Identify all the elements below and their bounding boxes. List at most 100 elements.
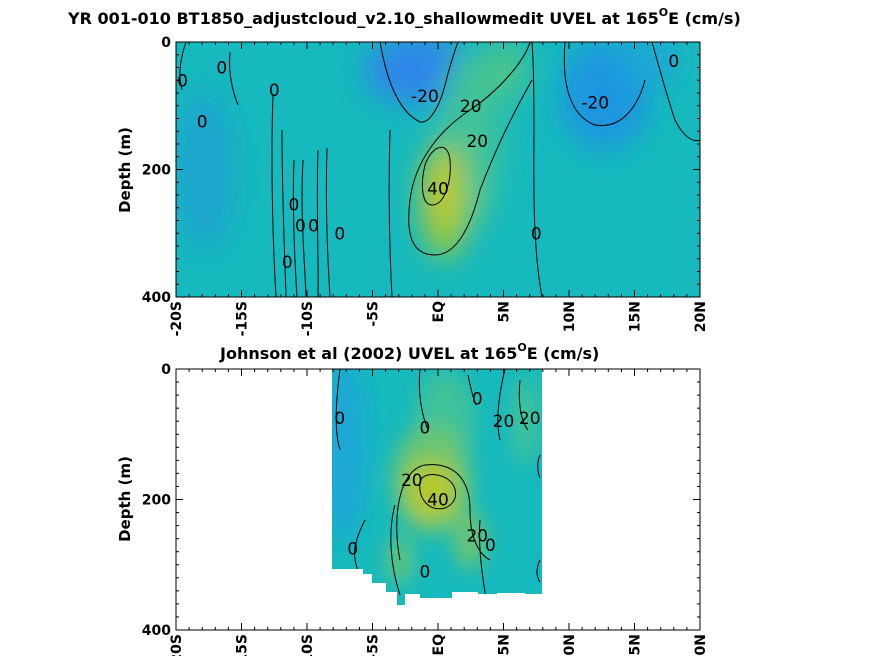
chart-1-contour-zero-w9 bbox=[388, 129, 393, 297]
chart-2-x-tick-label: 20N bbox=[693, 634, 709, 656]
chart-2: Johnson et al (2002) UVEL at 165OE (cm/s… bbox=[116, 341, 709, 656]
chart-2-x-tick-label: 5N bbox=[497, 634, 513, 655]
chart-2-y-tick-label: 400 bbox=[142, 623, 171, 639]
chart-2-contour-label: 0 bbox=[347, 539, 358, 559]
chart-1-blob-upper-limb bbox=[483, 42, 527, 100]
chart-1-contour-label: 20 bbox=[466, 132, 488, 152]
chart-2-x-axis: -20S -15S -10S -5S EQ 5N 10N 15N 20N bbox=[169, 369, 709, 656]
chart-1-heatmap bbox=[176, 42, 700, 297]
chart-1-contour-minus20-nec bbox=[563, 42, 646, 126]
chart-1-contour-label: 0 bbox=[334, 224, 345, 244]
chart-1-contour-zero-east bbox=[531, 42, 543, 297]
chart-1-title: YR 001-010 BT1850_adjustcloud_v2.10_shal… bbox=[67, 6, 741, 28]
chart-2-x-tick-label: -15S bbox=[235, 634, 251, 656]
chart-1: YR 001-010 BT1850_adjustcloud_v2.10_shal… bbox=[67, 6, 741, 336]
chart-2-y-axis-label: Depth (m) bbox=[116, 456, 134, 542]
chart-1-contour-20 bbox=[408, 42, 533, 256]
chart-1-contour-zero-w5 bbox=[292, 159, 298, 297]
chart-2-heatmap bbox=[332, 369, 542, 605]
chart-2-contour-zero-top bbox=[467, 374, 477, 406]
chart-1-x-tick-label: EQ bbox=[431, 301, 447, 323]
chart-1-x-tick-label: 15N bbox=[628, 301, 644, 332]
chart-1-x-tick-label: -15S bbox=[235, 301, 251, 336]
chart-1-contour-label: -20 bbox=[411, 87, 439, 107]
chart-1-x-tick-label: 20N bbox=[693, 301, 709, 332]
chart-1-contour-label: -20 bbox=[581, 94, 609, 114]
chart-2-contour-20-east bbox=[518, 379, 529, 431]
chart-1-contour-label: 0 bbox=[295, 217, 306, 237]
chart-1-contour-label: 0 bbox=[288, 196, 299, 216]
chart-2-contour-label: 0 bbox=[419, 419, 430, 439]
chart-1-y-tick-label: 400 bbox=[142, 290, 171, 306]
chart-2-contour-zero-edge2 bbox=[536, 559, 541, 583]
chart-1-contour-zero-w8 bbox=[325, 147, 331, 297]
chart-2-contour-label: 0 bbox=[485, 536, 496, 556]
chart-1-x-axis: -20S -15S -10S -5S EQ 5N 10N 15N 20N bbox=[169, 42, 709, 336]
chart-2-contour-zero-mid bbox=[418, 369, 429, 431]
chart-2-contour-label: 0 bbox=[472, 389, 483, 409]
chart-1-contour-40 bbox=[421, 147, 451, 206]
chart-2-x-tick-label: 15N bbox=[628, 634, 644, 656]
chart-1-x-tick-label: 5N bbox=[497, 301, 513, 322]
chart-1-x-tick-label: -5S bbox=[366, 301, 382, 327]
chart-2-blob-west bbox=[332, 369, 367, 540]
chart-2-contour-zero-edge bbox=[537, 454, 541, 479]
chart-1-contour-zero-w2 bbox=[229, 51, 239, 106]
chart-1-contour-zero-ne bbox=[651, 42, 700, 142]
chart-1-x-tick-label: -20S bbox=[169, 301, 185, 336]
chart-1-contour-zero-w1 bbox=[179, 42, 187, 91]
chart-1-x-tick-label: -10S bbox=[300, 301, 316, 336]
chart-1-contour-label: 20 bbox=[460, 97, 482, 117]
chart-2-contour-zero-west bbox=[335, 369, 341, 451]
chart-1-contour-label: 40 bbox=[427, 180, 449, 200]
chart-2-contour-label: 40 bbox=[427, 491, 449, 511]
chart-1-contour-label: 0 bbox=[177, 71, 188, 91]
chart-1-y-axis-label: Depth (m) bbox=[116, 127, 134, 213]
chart-1-contour-label: 0 bbox=[668, 52, 679, 72]
chart-1-contour-zero-w7 bbox=[316, 149, 319, 297]
chart-1-contour-zero-w6 bbox=[301, 159, 307, 297]
chart-2-blob-lower-east bbox=[454, 510, 486, 570]
chart-1-y-tick-label: 200 bbox=[142, 163, 171, 179]
chart-2-contour-zero-lower bbox=[390, 504, 401, 596]
chart-2-x-tick-label: -5S bbox=[366, 634, 382, 656]
chart-1-contour-label: 0 bbox=[531, 224, 542, 244]
chart-1-blob-euc-core bbox=[426, 156, 450, 224]
chart-2-contour-20-main bbox=[396, 464, 491, 561]
chart-1-contour-label: 0 bbox=[216, 59, 227, 79]
chart-1-blob-sw bbox=[176, 90, 235, 250]
chart-2-y-tick-label: 0 bbox=[161, 362, 171, 378]
chart-1-contour-label: 0 bbox=[269, 81, 280, 101]
chart-1-contours bbox=[179, 42, 700, 297]
chart-1-blob-ne bbox=[620, 42, 680, 85]
chart-2-contour-40 bbox=[419, 474, 457, 510]
chart-2-contour-label: 20 bbox=[519, 409, 541, 429]
chart-2-x-tick-label: -10S bbox=[300, 634, 316, 656]
chart-1-contour-zero-w3 bbox=[271, 94, 277, 297]
chart-2-contour-label: 20 bbox=[401, 471, 423, 491]
chart-1-contour-minus20-sec bbox=[379, 42, 459, 123]
chart-1-x-tick-label: 10N bbox=[562, 301, 578, 332]
chart-2-x-tick-label: -20S bbox=[169, 634, 185, 656]
chart-2-contour-label: 20 bbox=[466, 526, 488, 546]
chart-1-y-tick-label: 0 bbox=[161, 35, 171, 51]
chart-2-x-tick-label: EQ bbox=[431, 634, 447, 656]
chart-1-contour-label: 0 bbox=[282, 253, 293, 273]
chart-1-contour-zero-w4 bbox=[281, 129, 287, 297]
chart-2-y-tick-label: 200 bbox=[142, 493, 171, 509]
chart-2-contour-zero-lower-east bbox=[478, 519, 487, 599]
chart-2-blob-euc-core bbox=[406, 460, 458, 520]
chart-1-contour-label: 0 bbox=[197, 113, 208, 133]
chart-2-title: Johnson et al (2002) UVEL at 165OE (cm/s… bbox=[219, 341, 599, 363]
chart-2-blob-east bbox=[511, 375, 539, 465]
chart-2-contour-label: 0 bbox=[334, 409, 345, 429]
chart-2-contour-label: 20 bbox=[493, 412, 515, 432]
chart-1-contour-label: 0 bbox=[308, 217, 319, 237]
chart-2-contour-label: 0 bbox=[419, 562, 430, 582]
chart-2-x-tick-label: 10N bbox=[562, 634, 578, 656]
